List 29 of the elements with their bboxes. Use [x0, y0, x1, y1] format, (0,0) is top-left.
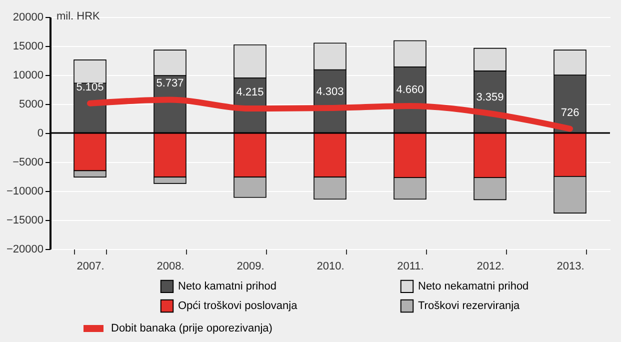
y-tick-label: 5000 — [19, 98, 44, 110]
legend-label: Neto kamatni prihod — [178, 280, 276, 292]
legend-label: Dobit banaka (prije oporezivanja) — [111, 322, 272, 334]
y-tick-label: −15000 — [6, 214, 44, 226]
data-label: 3.359 — [476, 92, 504, 104]
x-tick-label: 2010. — [316, 260, 344, 272]
legend-label: Neto nekamatni prihod — [418, 280, 529, 292]
data-label: 4.303 — [316, 86, 344, 98]
legend-label: Opći troškovi poslovanja — [178, 300, 298, 312]
x-tick-label: 2012. — [476, 260, 504, 272]
y-tick-label: 10000 — [12, 70, 44, 82]
x-tick-label: 2013. — [556, 260, 584, 272]
y-tick-label: 20000 — [12, 12, 44, 24]
x-tick-label: 2009. — [236, 260, 264, 272]
y-tick-label: −20000 — [6, 244, 44, 256]
data-label: 726 — [560, 106, 580, 119]
y-tick-label: 15000 — [12, 40, 44, 52]
x-tick-label: 2011. — [397, 260, 424, 272]
data-label: 5.737 — [156, 78, 184, 90]
y-tick-label: 0 — [37, 128, 44, 140]
y-axis-title: mil. HRK — [56, 10, 101, 22]
x-tick-label: 2008. — [156, 260, 184, 272]
data-label: 4.215 — [236, 86, 264, 99]
y-tick-label: −10000 — [6, 186, 44, 198]
y-tick-label: −5000 — [12, 156, 44, 168]
data-label: 5.105 — [76, 81, 104, 94]
legend-label: Troškovi rezerviranja — [418, 300, 521, 312]
x-tick-label: 2007. — [76, 260, 104, 272]
data-label: 4.660 — [396, 84, 424, 96]
